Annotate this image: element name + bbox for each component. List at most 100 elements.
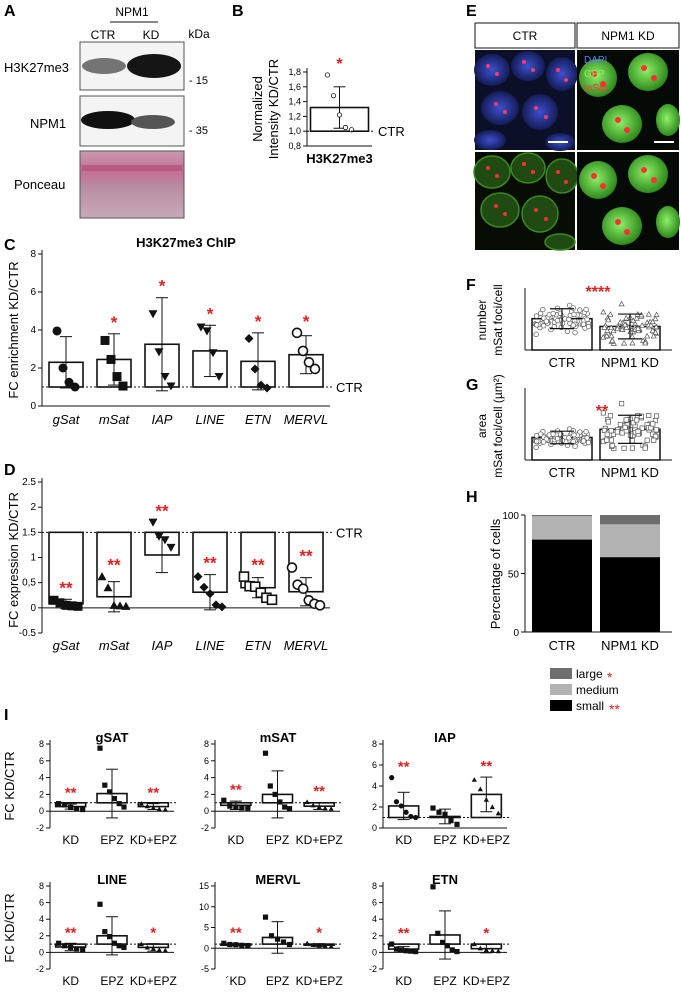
y-tick-label: -2: [36, 964, 44, 974]
significance: *: [255, 312, 262, 331]
legend-dapi: DAPI: [584, 55, 607, 66]
data-point: [193, 572, 203, 582]
y-tick-label: 0: [372, 823, 377, 833]
panel-a-label: A: [4, 3, 16, 20]
data-point: [233, 942, 239, 948]
data-point: [324, 72, 331, 78]
data-point: [629, 445, 636, 451]
data-point: [100, 335, 110, 345]
data-point: [154, 532, 164, 541]
legend-swatch-medium: [550, 684, 572, 695]
data-point: [227, 941, 233, 948]
panel-d-label: D: [4, 462, 16, 479]
y-tick-label: 8: [372, 881, 377, 891]
reference-label: CTR: [336, 525, 363, 540]
data-point: [107, 934, 113, 940]
data-point: [495, 948, 501, 954]
data-point: [653, 311, 660, 318]
data-point: [148, 518, 158, 527]
panel-e-label: E: [466, 3, 477, 20]
y-tick-label: -5: [201, 964, 209, 974]
col-header-kd-box: [576, 22, 680, 49]
category-label: mSat: [99, 412, 131, 427]
data-point: [483, 947, 489, 952]
y-tick-label: 1,6: [288, 82, 301, 92]
data-point: [156, 806, 162, 812]
y-axis-label: FC enrichment KD/CTR: [6, 261, 21, 398]
y-tick-label: 4: [372, 781, 377, 791]
data-point: [607, 413, 613, 419]
data-point: [638, 311, 645, 318]
y-tick-label: 6: [30, 287, 36, 298]
data-point: [600, 308, 607, 315]
data-point: [245, 805, 251, 811]
chart-b: 0,8 1,0 1,2 1,4 1,6 1,8 Normalized Intensity KD…: [250, 56, 405, 166]
data-point: [413, 948, 419, 955]
category-label: IAP: [152, 638, 173, 653]
panel-b-label: B: [232, 3, 244, 20]
significance: *: [159, 277, 166, 296]
category-label: CTR: [549, 465, 576, 480]
kd-gfp-cells: [579, 155, 680, 245]
data-point: [619, 430, 625, 436]
y-axis-label: mSat foci/cell (µm²): [491, 374, 505, 478]
data-point: [653, 413, 660, 419]
data-point: [608, 437, 615, 443]
significance: **: [59, 578, 73, 597]
data-point: [214, 372, 224, 382]
legend-swatch-small: [550, 700, 572, 711]
data-point: [74, 946, 80, 952]
y-axis-label: FC KD/CTR: [2, 893, 17, 962]
data-point: [310, 802, 316, 808]
data-point: [644, 332, 651, 339]
legend-swatch-large: [550, 668, 572, 679]
data-point: [389, 775, 395, 781]
data-point: [103, 583, 113, 592]
data-point: [154, 348, 164, 357]
significance: *: [336, 56, 343, 73]
data-point: [471, 941, 477, 947]
category-label: MERVL: [284, 638, 329, 653]
data-point: [435, 930, 441, 936]
category-label: KD: [395, 974, 412, 988]
data-point: [603, 332, 610, 339]
data-point: [97, 572, 107, 581]
significance: *: [483, 925, 489, 942]
significance: *: [207, 304, 214, 323]
data-point: [642, 339, 649, 346]
chart-i-iap: 0 2 4 6 8 IAP ** KD EPZ ** KD+EPZ: [372, 730, 510, 847]
data-point: [68, 944, 74, 951]
data-point: [227, 803, 233, 809]
data-point: [403, 948, 409, 954]
lane-ctr: CTR: [91, 28, 116, 42]
data-point: [286, 562, 298, 573]
data-point: [322, 805, 328, 811]
reference-label: CTR: [378, 124, 405, 139]
x-axis-label: H3K27me3: [306, 151, 373, 166]
category-label: NPM1 KD: [601, 465, 659, 480]
data-point: [430, 805, 436, 811]
band-h3k27me3-kd: [127, 54, 181, 78]
data-point: [342, 124, 349, 131]
stack-segment-large: [600, 515, 660, 525]
data-point: [116, 801, 122, 807]
stack-segment-medium: [532, 516, 592, 540]
band-h3k27me3-ctr: [82, 58, 126, 74]
data-point: [80, 806, 86, 813]
data-point: [644, 437, 650, 443]
panel-h-label: H: [466, 489, 478, 506]
data-point: [316, 804, 322, 810]
data-point: [618, 300, 625, 307]
data-point: [304, 940, 310, 946]
chart-title: MERVL: [255, 872, 300, 887]
category-label: KD+EPZ: [463, 974, 510, 988]
significance: *: [316, 924, 322, 941]
data-point: [601, 324, 608, 330]
data-point: [580, 438, 587, 444]
data-point: [239, 942, 245, 948]
category-label: KD+EPZ: [296, 974, 343, 988]
data-point: [49, 595, 59, 605]
data-point: [489, 948, 495, 953]
y-axis-label: FC KD/CTR: [2, 751, 17, 820]
data-point: [408, 813, 414, 820]
